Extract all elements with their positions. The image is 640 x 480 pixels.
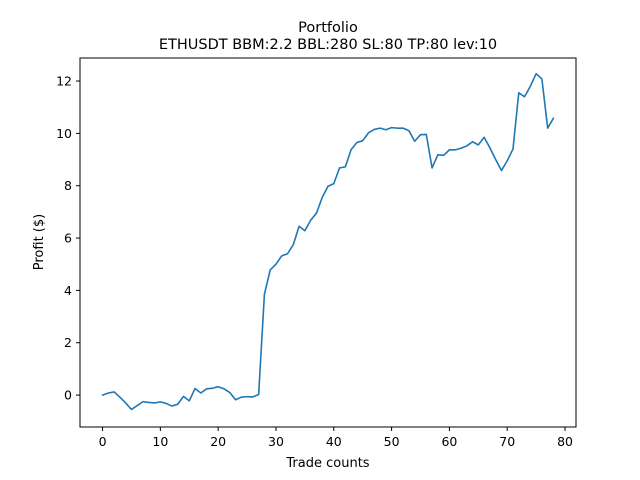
y-tick-label: 10 <box>56 126 72 141</box>
x-tick-label: 20 <box>210 434 226 449</box>
y-tick-label: 2 <box>64 335 72 350</box>
y-tick-label: 4 <box>64 283 72 298</box>
x-axis-label: Trade counts <box>285 456 369 471</box>
y-tick-label: 8 <box>64 178 72 193</box>
x-tick-label: 10 <box>152 434 168 449</box>
plot-frame <box>79 57 577 428</box>
x-tick-label: 60 <box>441 434 457 449</box>
x-tick-label: 50 <box>384 434 400 449</box>
plot-area <box>101 72 555 411</box>
y-axis-label: Profit ($) <box>32 214 47 270</box>
y-tick-label: 6 <box>64 231 72 246</box>
y-tick-label: 0 <box>64 388 72 403</box>
axis-ticks: 0 10 20 30 40 50 60 70 80 0 2 4 6 8 10 12 <box>56 74 573 449</box>
x-tick-label: 30 <box>268 434 284 449</box>
chart-title: Portfolio <box>298 20 358 36</box>
y-tick-label: 12 <box>56 74 72 89</box>
x-tick-label: 70 <box>499 434 515 449</box>
chart-subtitle: ETHUSDT BBM:2.2 BBL:280 SL:80 TP:80 lev:… <box>159 37 497 53</box>
x-tick-label: 80 <box>557 434 573 449</box>
x-tick-label: 40 <box>326 434 342 449</box>
series-line <box>101 72 555 411</box>
x-tick-label: 0 <box>99 434 107 449</box>
